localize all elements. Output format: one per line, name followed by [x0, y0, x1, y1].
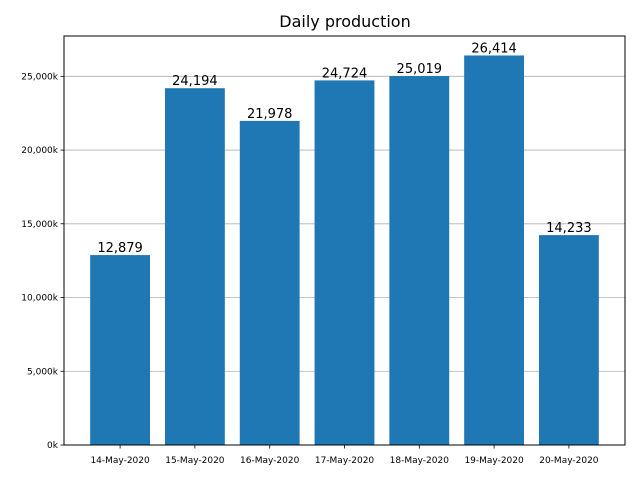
y-tick-label: 15,000k — [21, 220, 58, 230]
bar-value-label: 26,414 — [471, 41, 517, 56]
plot-frame — [63, 35, 626, 446]
bar-value-label: 14,233 — [546, 221, 592, 236]
y-tick-label: 25,000k — [21, 72, 58, 82]
bar — [538, 235, 599, 445]
x-tick-label: 15-May-2020 — [165, 456, 225, 466]
x-tick-label: 16-May-2020 — [240, 456, 300, 466]
bar — [464, 55, 525, 445]
x-tick-label: 17-May-2020 — [315, 456, 375, 466]
bar — [90, 255, 151, 445]
bars — [90, 55, 599, 445]
bar-value-label: 12,879 — [97, 241, 143, 256]
bar — [239, 120, 300, 445]
x-axis: 14-May-2020 15-May-2020 16-May-2020 17-May-… — [90, 445, 599, 466]
y-tick-label: 0k — [47, 441, 59, 451]
x-tick-label: 20-May-2020 — [539, 456, 599, 466]
bar — [164, 88, 225, 445]
x-tick-label: 18-May-2020 — [390, 456, 450, 466]
bar-value-label: 24,724 — [322, 66, 368, 81]
y-tick-label: 5,000k — [27, 367, 59, 377]
y-tick-label: 10,000k — [21, 294, 58, 304]
x-tick-label: 14-May-2020 — [90, 456, 150, 466]
value-labels: 12,879 24,194 21,978 24,724 25,019 26,414 14,2… — [97, 41, 591, 256]
x-tick-label: 19-May-2020 — [464, 456, 524, 466]
chart-title: Daily production — [279, 12, 410, 31]
bar-value-label: 24,194 — [172, 74, 218, 89]
bar — [314, 80, 375, 445]
y-tick-label: 20,000k — [21, 146, 58, 156]
y-axis: 0k 5,000k 10,000k 15,000k 20,000k 25,000k — [21, 72, 64, 451]
bar — [389, 76, 450, 445]
bar-value-label: 21,978 — [247, 107, 293, 122]
bar-value-label: 25,019 — [397, 62, 443, 77]
